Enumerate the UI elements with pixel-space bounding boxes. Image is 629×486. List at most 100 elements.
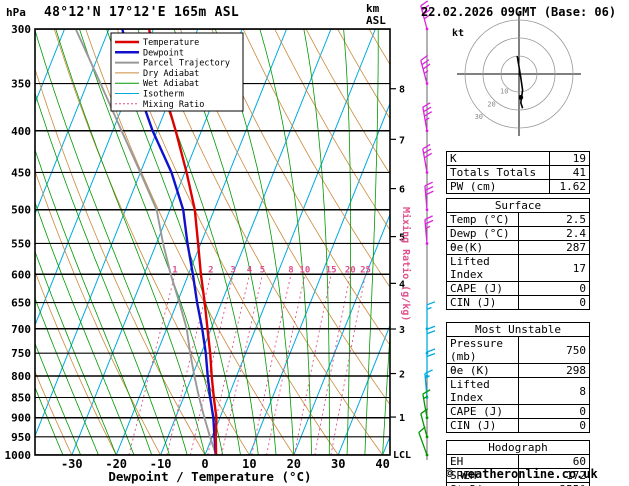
km-tick-label: 2 [399,370,405,381]
mixing-ratio-label: 3 [230,265,235,275]
pressure-tick-label: 600 [11,268,31,281]
wet-adiabat-line [364,29,379,455]
most-unstable-table: Most Unstable Pressure (mb) 750 θe (K) 298 L… [446,322,590,433]
temp-tick-label: 30 [331,457,345,471]
wind-barb [425,301,436,331]
wet-adiabat-line [35,342,82,455]
stat-value: 0 [517,404,590,419]
most-unstable-table-title: Most Unstable [446,322,590,337]
pressure-tick-label: 850 [11,391,31,404]
isotherm-line [337,324,390,455]
stat-label: Lifted Index [446,254,519,282]
stat-label: CIN (J) [446,418,519,433]
station-title: 48°12'N 17°12'E 165m ASL [44,5,240,20]
mixing-ratio-label: 25 [360,265,371,275]
legend-label: Mixing Ratio [143,100,204,110]
mixing-ratio-label: 10 [300,265,311,275]
wind-barb [422,143,433,174]
table-row: K 19 [446,151,590,166]
temp-tick-label: -10 [150,457,172,471]
stat-value: 750 [517,336,590,364]
hodo-ring-label: 30 [475,113,483,121]
datetime-label: 22.02.2026 09GMT (Base: 06) [421,5,617,19]
stat-value: 355° [517,482,590,486]
stat-value: 0 [517,295,590,310]
hodo-ring-label: 20 [487,100,495,108]
stat-value: 17 [517,254,590,282]
temp-tick-label: 20 [287,457,301,471]
wind-barb [424,369,433,399]
stat-label: CAPE (J) [446,404,519,419]
temp-tick-label: 10 [242,457,256,471]
mixing-ratio-label: 2 [208,265,213,275]
mixing-ratio-line [330,274,366,455]
stat-label: StmDir [446,482,519,486]
legend-label: Isotherm [143,90,184,100]
stat-value: 287 [517,240,590,255]
table-row: CIN (J) 0 [446,295,590,310]
stat-value: 19 [549,151,590,166]
pressure-tick-label: 900 [11,412,31,425]
table-row: PW (cm) 1.62 [446,179,590,194]
stats-panel: K 19 Totals Totals 41 PW (cm) 1.62 Surface Te… [446,151,590,486]
pressure-axis-unit: hPa [6,6,26,19]
mixing-ratio-label: 8 [288,265,293,275]
temperature-curve [147,29,218,455]
dry-adiabat-line [35,370,73,455]
table-row: StmDir355° [446,482,590,486]
stat-label: Temp (°C) [446,212,519,227]
hodograph-plot: 10 20 30 kt [452,12,581,136]
table-row: Temp (°C) 2.5 [446,212,590,227]
isotherm-line [293,213,390,455]
pressure-tick-label: 350 [11,78,31,91]
pressure-tick-label: 550 [11,237,31,250]
skewt-diagram: 1 2 3 4 5 8 10 15 20 2530035040045050055060065070… [5,0,436,471]
temp-tick-label: 0 [201,457,208,471]
table-row: CAPE (J) 0 [446,404,590,419]
hodograph-table-title: Hodograph [446,440,590,455]
isotherm-line [382,435,390,455]
pressure-tick-label: 800 [11,370,31,383]
wet-adiabat-line [382,328,390,455]
stat-value: 298 [517,363,590,378]
mixing-ratio-line [293,274,332,455]
legend-label: Parcel Trajectory [143,59,230,69]
stat-label: K [446,151,550,166]
mixing-ratio-label: 15 [326,265,337,275]
pressure-tick-label: 650 [11,297,31,310]
wind-barb [424,215,434,245]
mixing-ratio-label: 1 [172,265,177,275]
stat-label: Pressure (mb) [446,336,519,364]
altitude-unit-asl: ASL [366,14,386,27]
stat-label: Dewp (°C) [446,226,519,241]
table-row: CAPE (J) 0 [446,281,590,296]
storm-motion-dot [518,95,524,100]
temp-tick-label: 40 [375,457,389,471]
stat-value: 2.5 [517,212,590,227]
isotherm-line [248,102,390,455]
stat-value: 41 [549,165,590,180]
altitude-axis-unit: km ASL [366,3,386,27]
altitude-unit-km: km [366,2,380,15]
grid-layer [35,29,390,455]
parcel-trajectory-curve [74,29,218,455]
stat-label: PW (cm) [446,179,550,194]
pressure-tick-label: 950 [11,431,31,444]
stat-value: 0 [517,418,590,433]
surface-table-title: Surface [446,198,590,213]
pressure-tick-label: 750 [11,347,31,360]
hodo-ring-label: 10 [500,88,508,96]
pressure-tick-label: 500 [11,204,31,217]
stat-label: θe (K) [446,363,519,378]
dry-adiabat-line [305,29,390,175]
isotherm-line [160,29,332,455]
table-row: θe (K) 298 [446,363,590,378]
stat-label: CIN (J) [446,295,519,310]
table-row: CIN (J) 0 [446,418,590,433]
isotherm-line [204,29,376,455]
stat-label: Totals Totals [446,165,550,180]
pressure-tick-label: 300 [11,23,31,36]
temp-tick-label: -20 [105,457,127,471]
table-row: Lifted Index 8 [446,377,590,405]
